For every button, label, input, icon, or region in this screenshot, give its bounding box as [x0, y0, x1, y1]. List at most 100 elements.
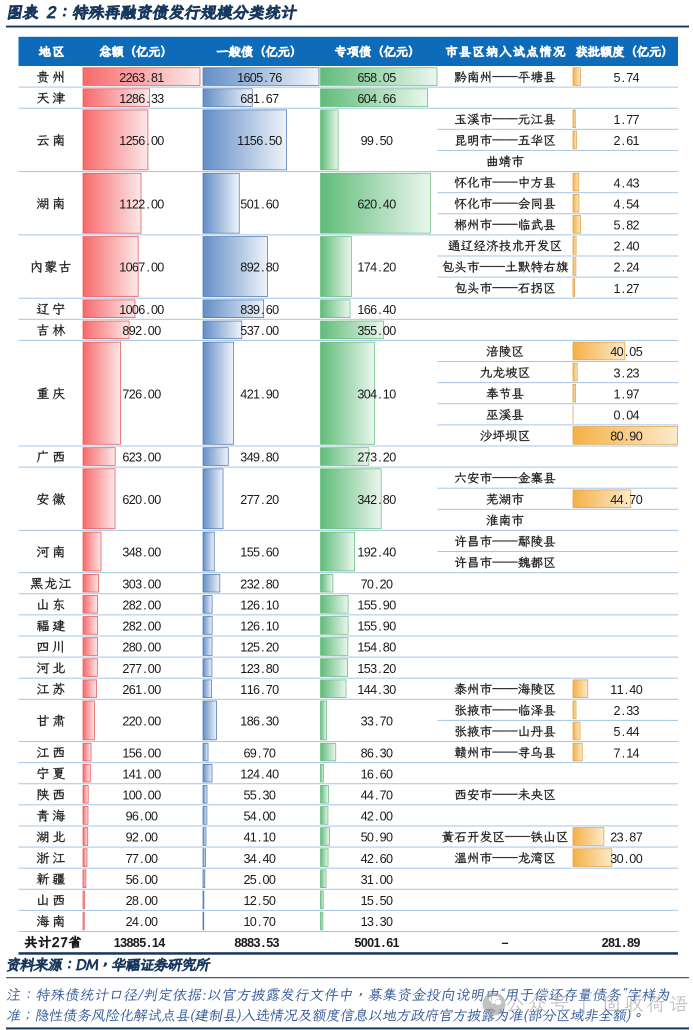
- svg-text:56.00: 56.00: [126, 873, 158, 887]
- svg-text:220.00: 220.00: [122, 715, 161, 729]
- svg-text:304.10: 304.10: [357, 387, 396, 401]
- svg-text:1122.00: 1122.00: [119, 197, 164, 211]
- svg-text:50.90: 50.90: [361, 831, 393, 845]
- svg-text:280.00: 280.00: [122, 641, 161, 655]
- svg-text:–: –: [502, 936, 509, 950]
- svg-text:54.00: 54.00: [244, 810, 276, 824]
- svg-text:2.24: 2.24: [614, 261, 640, 275]
- svg-text:623.00: 623.00: [122, 451, 161, 465]
- svg-text:123.80: 123.80: [240, 662, 279, 676]
- svg-text:2.61: 2.61: [614, 134, 640, 148]
- svg-text:186.30: 186.30: [240, 715, 279, 729]
- svg-text:126.10: 126.10: [240, 599, 279, 613]
- svg-text:141.00: 141.00: [122, 767, 161, 781]
- svg-text:41.10: 41.10: [244, 831, 276, 845]
- svg-text:10.70: 10.70: [244, 915, 276, 929]
- svg-text:0.04: 0.04: [614, 409, 640, 423]
- svg-text:40.05: 40.05: [610, 345, 642, 359]
- svg-text:232.80: 232.80: [240, 577, 279, 591]
- svg-text:77.00: 77.00: [126, 852, 158, 866]
- svg-text:1006.00: 1006.00: [119, 303, 164, 317]
- svg-text:124.40: 124.40: [240, 767, 279, 781]
- svg-text:4.43: 4.43: [614, 176, 640, 190]
- svg-text:604.66: 604.66: [357, 92, 396, 106]
- svg-text:86.30: 86.30: [361, 746, 393, 760]
- svg-text:1605.76: 1605.76: [237, 71, 282, 85]
- svg-text:154.80: 154.80: [357, 641, 396, 655]
- svg-text:7.14: 7.14: [614, 746, 640, 760]
- svg-text:2.40: 2.40: [614, 240, 640, 254]
- svg-text:12.50: 12.50: [244, 894, 276, 908]
- svg-text:156.00: 156.00: [122, 746, 161, 760]
- svg-text:34.40: 34.40: [244, 852, 276, 866]
- svg-text:303.00: 303.00: [122, 577, 161, 591]
- svg-text:70.20: 70.20: [361, 577, 393, 591]
- svg-text:155.90: 155.90: [357, 599, 396, 613]
- svg-text:1.27: 1.27: [614, 282, 640, 296]
- svg-text:44.70: 44.70: [610, 493, 642, 507]
- svg-text:620.40: 620.40: [357, 197, 396, 211]
- svg-text:349.80: 349.80: [240, 451, 279, 465]
- svg-text:1067.00: 1067.00: [119, 261, 164, 275]
- svg-text:33.70: 33.70: [361, 715, 393, 729]
- svg-text:42.60: 42.60: [361, 852, 393, 866]
- svg-text:44.70: 44.70: [361, 789, 393, 803]
- svg-text:100.00: 100.00: [122, 789, 161, 803]
- svg-text:2.33: 2.33: [614, 704, 640, 718]
- svg-text:155.90: 155.90: [357, 620, 396, 634]
- svg-text:55.30: 55.30: [244, 789, 276, 803]
- svg-text:116.70: 116.70: [240, 683, 279, 697]
- svg-text:1286.33: 1286.33: [119, 92, 164, 106]
- svg-text:80.90: 80.90: [610, 430, 642, 444]
- svg-text:282.00: 282.00: [122, 599, 161, 613]
- svg-text:281.89: 281.89: [602, 936, 641, 950]
- svg-text:25.00: 25.00: [244, 873, 276, 887]
- svg-text:5001.61: 5001.61: [354, 936, 399, 950]
- svg-text:192.40: 192.40: [357, 546, 396, 560]
- svg-text:13885.14: 13885.14: [114, 936, 165, 950]
- svg-text:282.00: 282.00: [122, 620, 161, 634]
- svg-text:31.00: 31.00: [361, 873, 393, 887]
- svg-text:421.90: 421.90: [240, 387, 279, 401]
- svg-text:11.40: 11.40: [610, 683, 642, 697]
- svg-text:658.05: 658.05: [357, 71, 396, 85]
- svg-text:174.20: 174.20: [357, 261, 396, 275]
- svg-text:23.87: 23.87: [610, 831, 642, 845]
- svg-text:1.77: 1.77: [614, 113, 640, 127]
- svg-text:620.00: 620.00: [122, 493, 161, 507]
- svg-text:2263.81: 2263.81: [119, 71, 164, 85]
- svg-text:342.80: 342.80: [357, 493, 396, 507]
- svg-text:166.40: 166.40: [357, 303, 396, 317]
- svg-text:5.44: 5.44: [614, 725, 640, 739]
- svg-text:15.50: 15.50: [361, 894, 393, 908]
- svg-text:277.00: 277.00: [122, 662, 161, 676]
- svg-text:126.10: 126.10: [240, 620, 279, 634]
- svg-text:144.30: 144.30: [357, 683, 396, 697]
- svg-text:273.20: 273.20: [357, 451, 396, 465]
- svg-text:153.20: 153.20: [357, 662, 396, 676]
- svg-text:96.00: 96.00: [126, 810, 158, 824]
- svg-text:1256.00: 1256.00: [119, 134, 164, 148]
- svg-text:155.60: 155.60: [240, 546, 279, 560]
- svg-text:28.00: 28.00: [126, 894, 158, 908]
- svg-text:348.00: 348.00: [122, 546, 161, 560]
- svg-text:24.00: 24.00: [126, 915, 158, 929]
- svg-text:69.70: 69.70: [244, 746, 276, 760]
- svg-text:125.20: 125.20: [240, 641, 279, 655]
- svg-text:16.60: 16.60: [361, 767, 393, 781]
- svg-text:892.00: 892.00: [122, 324, 161, 338]
- svg-text:892.80: 892.80: [240, 261, 279, 275]
- svg-text:92.00: 92.00: [126, 831, 158, 845]
- svg-text:839.60: 839.60: [240, 303, 279, 317]
- svg-text:1156.50: 1156.50: [237, 134, 282, 148]
- svg-text:8883.53: 8883.53: [234, 936, 279, 950]
- svg-text:261.00: 261.00: [122, 683, 161, 697]
- svg-text:537.00: 537.00: [240, 324, 279, 338]
- svg-text:5.74: 5.74: [614, 71, 640, 85]
- svg-text:4.54: 4.54: [614, 197, 640, 211]
- svg-text:30.00: 30.00: [610, 852, 642, 866]
- svg-text:99.50: 99.50: [361, 134, 393, 148]
- svg-text:13.30: 13.30: [361, 915, 393, 929]
- svg-text:501.60: 501.60: [240, 197, 279, 211]
- svg-text:726.00: 726.00: [122, 387, 161, 401]
